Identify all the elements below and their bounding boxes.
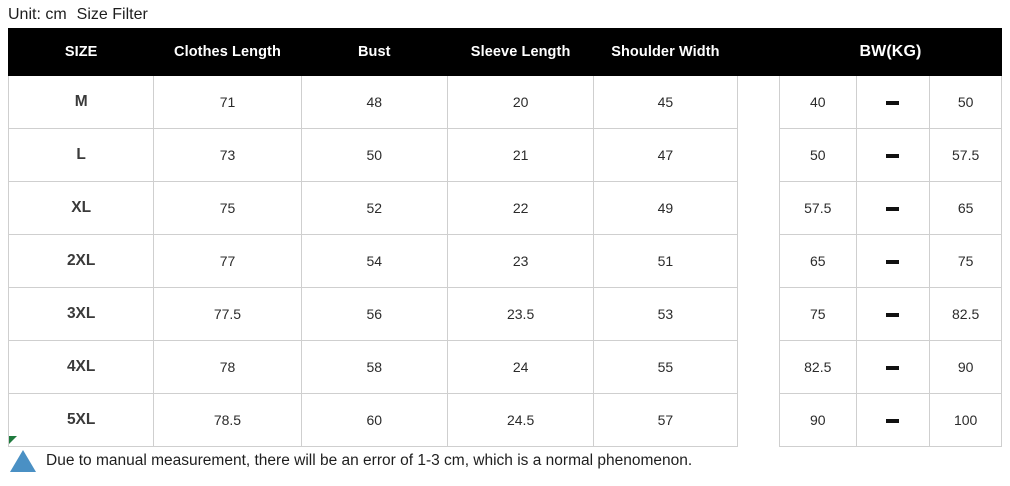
cell-size: 5XL xyxy=(7,393,155,447)
cell-clothes-length: 75 xyxy=(153,181,302,235)
table-row: 5XL 78.5 60 24.5 57 90 100 xyxy=(7,393,1002,447)
range-dash-icon xyxy=(886,259,900,264)
cell-bw-max: 50 xyxy=(929,75,1002,129)
cell-bw-min: 40 xyxy=(778,75,857,129)
cell-bw-separator xyxy=(855,287,931,341)
cell-clothes-length: 71 xyxy=(153,75,302,129)
warning-triangle-icon xyxy=(10,450,36,472)
cell-bust: 56 xyxy=(300,287,448,341)
cell-bust: 60 xyxy=(300,393,448,447)
cell-bw-min: 65 xyxy=(778,234,857,288)
range-dash-icon xyxy=(886,100,900,105)
cell-size: M xyxy=(7,75,155,129)
cell-shoulder-width: 55 xyxy=(593,340,738,394)
measurement-note: Due to manual measurement, there will be… xyxy=(10,450,692,472)
cell-sleeve-length: 23 xyxy=(446,234,595,288)
cell-spacer xyxy=(736,128,780,182)
cell-bw-min: 50 xyxy=(778,128,857,182)
cell-size: L xyxy=(7,128,155,182)
cell-sleeve-length: 24 xyxy=(446,340,595,394)
cell-bust: 54 xyxy=(300,234,448,288)
unit-label: Unit: cm xyxy=(8,6,67,23)
cell-clothes-length: 78.5 xyxy=(153,393,302,447)
cell-clothes-length: 77.5 xyxy=(153,287,302,341)
range-dash-icon xyxy=(886,153,900,158)
cell-bw-separator xyxy=(855,181,931,235)
cell-spacer xyxy=(736,287,780,341)
table-body: M 71 48 20 45 40 50 L 73 50 21 47 50 57.5 XL 75 52 22 49 57… xyxy=(7,75,1002,447)
range-dash-icon xyxy=(886,418,900,423)
cell-bw-max: 82.5 xyxy=(929,287,1002,341)
cell-bust: 52 xyxy=(300,181,448,235)
cell-size: 2XL xyxy=(7,234,155,288)
cell-clothes-length: 78 xyxy=(153,340,302,394)
cell-bw-max: 75 xyxy=(929,234,1002,288)
cell-bw-separator xyxy=(855,340,931,394)
table-corner-marker-icon xyxy=(9,436,17,444)
table-row: 2XL 77 54 23 51 65 75 xyxy=(7,234,1002,288)
cell-bw-separator xyxy=(855,234,931,288)
cell-bw-max: 57.5 xyxy=(929,128,1002,182)
cell-clothes-length: 77 xyxy=(153,234,302,288)
cell-bw-separator xyxy=(855,393,931,447)
column-header-clothes-length: Clothes Length xyxy=(153,28,302,76)
cell-sleeve-length: 22 xyxy=(446,181,595,235)
cell-bw-separator xyxy=(855,128,931,182)
cell-spacer xyxy=(736,75,780,129)
cell-shoulder-width: 45 xyxy=(593,75,738,129)
table-row: XL 75 52 22 49 57.5 65 xyxy=(7,181,1002,235)
column-header-bw-kg: BW(KG) xyxy=(778,28,1003,76)
cell-size: XL xyxy=(7,181,155,235)
cell-shoulder-width: 51 xyxy=(593,234,738,288)
cell-shoulder-width: 53 xyxy=(593,287,738,341)
cell-bw-min: 57.5 xyxy=(778,181,857,235)
measurement-note-text: Due to manual measurement, there will be… xyxy=(46,452,693,469)
cell-spacer xyxy=(736,234,780,288)
cell-spacer xyxy=(736,181,780,235)
cell-bw-min: 90 xyxy=(778,393,857,447)
size-filter-label: Size Filter xyxy=(76,6,148,23)
cell-bw-min: 75 xyxy=(778,287,857,341)
cell-bw-max: 65 xyxy=(929,181,1002,235)
unit-caption-bar: Unit: cm Size Filter xyxy=(8,2,148,28)
cell-sleeve-length: 20 xyxy=(446,75,595,129)
range-dash-icon xyxy=(886,365,900,370)
table-row: 4XL 78 58 24 55 82.5 90 xyxy=(7,340,1002,394)
cell-bust: 48 xyxy=(300,75,448,129)
cell-spacer xyxy=(736,340,780,394)
cell-sleeve-length: 21 xyxy=(446,128,595,182)
range-dash-icon xyxy=(886,312,900,317)
column-header-spacer xyxy=(736,28,780,76)
cell-size: 4XL xyxy=(7,340,155,394)
cell-bw-min: 82.5 xyxy=(778,340,857,394)
cell-spacer xyxy=(736,393,780,447)
column-header-sleeve-length: Sleeve Length xyxy=(446,28,595,76)
column-header-shoulder-width: Shoulder Width xyxy=(593,28,738,76)
range-dash-icon xyxy=(886,206,900,211)
column-header-bust: Bust xyxy=(300,28,448,76)
table-row: L 73 50 21 47 50 57.5 xyxy=(7,128,1002,182)
cell-bw-max: 90 xyxy=(929,340,1002,394)
column-header-size: SIZE xyxy=(7,28,155,76)
cell-sleeve-length: 24.5 xyxy=(446,393,595,447)
cell-shoulder-width: 49 xyxy=(593,181,738,235)
size-chart-table: SIZE Clothes Length Bust Sleeve Length S… xyxy=(7,28,1003,447)
cell-size: 3XL xyxy=(7,287,155,341)
table-row: 3XL 77.5 56 23.5 53 75 82.5 xyxy=(7,287,1002,341)
table-header-row: SIZE Clothes Length Bust Sleeve Length S… xyxy=(7,28,1003,76)
cell-clothes-length: 73 xyxy=(153,128,302,182)
cell-shoulder-width: 47 xyxy=(593,128,738,182)
cell-bw-separator xyxy=(855,75,931,129)
cell-sleeve-length: 23.5 xyxy=(446,287,595,341)
table-row: M 71 48 20 45 40 50 xyxy=(7,75,1002,129)
cell-bw-max: 100 xyxy=(929,393,1002,447)
cell-bust: 50 xyxy=(300,128,448,182)
cell-shoulder-width: 57 xyxy=(593,393,738,447)
cell-bust: 58 xyxy=(300,340,448,394)
